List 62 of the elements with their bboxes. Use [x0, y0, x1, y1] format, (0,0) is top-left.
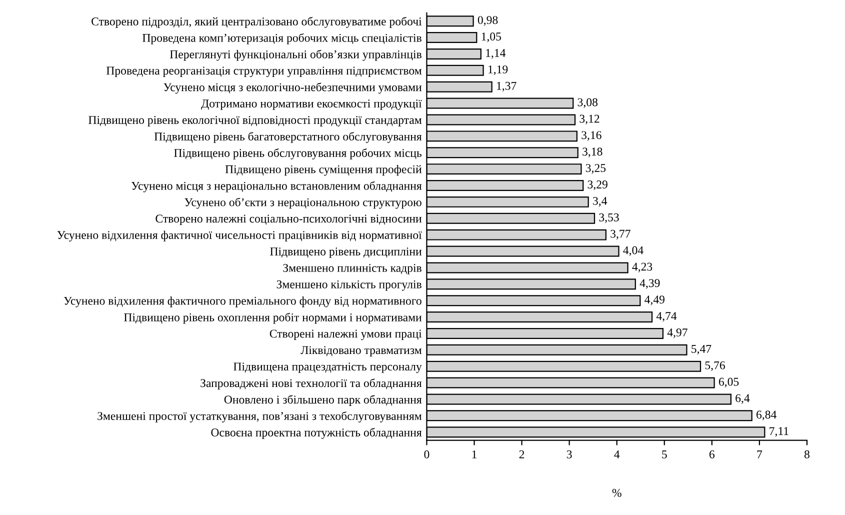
- y-tick-label: Створені належні умови праці: [270, 330, 422, 340]
- data-label: 4,49: [644, 296, 664, 306]
- y-tick-label: Оновлено і збільшено парк обладнання: [224, 395, 422, 406]
- y-tick-label: Створено належні соціально-психологічні відносини: [156, 214, 422, 225]
- data-label: 1,37: [497, 82, 516, 92]
- x-tick-label: 8: [804, 450, 810, 458]
- data-label: 4,39: [640, 279, 660, 289]
- y-tick-label: Підвищено рівень охоплення робіт нормами і нормативами: [124, 312, 422, 324]
- y-tick-label: Підвищено рівень суміщення професій: [225, 164, 422, 176]
- x-tick-label: 0: [424, 450, 430, 458]
- data-label: 4,23: [632, 262, 652, 272]
- data-label: 7,11: [770, 427, 788, 437]
- y-tick-label: Запроваджені нові технології та обладнання: [200, 378, 422, 390]
- y-tick-label: Зменшено кількість прогулів: [276, 280, 422, 291]
- y-tick-label: Підвищено рівень дисципліни: [270, 248, 422, 258]
- data-label: 3,12: [580, 114, 600, 124]
- data-label: 4,04: [623, 246, 644, 256]
- x-tick-label: 6: [709, 450, 715, 458]
- y-tick-label: Усунено відхилення фактичної чисельності працівників від нормативної: [57, 230, 422, 242]
- x-axis-title: %: [612, 488, 622, 497]
- data-label: 3,08: [578, 98, 598, 108]
- x-tick-label: 7: [757, 450, 762, 458]
- x-tick-label: 5: [662, 450, 667, 458]
- data-label: 3,16: [582, 131, 602, 141]
- y-tick-label: Проведена реорганізація структури управління підприємством: [106, 66, 422, 78]
- data-label: 5,47: [692, 344, 712, 355]
- data-label: 3,77: [610, 230, 630, 240]
- y-tick-label: Зменшено плинність кадрів: [283, 264, 422, 274]
- y-tick-label: Проведена комп’ютеризація робочих місць спеціалістів: [142, 33, 422, 44]
- y-tick-label: Дотримано нормативи екоємкості продукції: [201, 100, 422, 110]
- x-tick-label: 4: [614, 450, 620, 458]
- x-tick-label: 2: [519, 450, 524, 458]
- data-label: 1,05: [482, 32, 501, 42]
- data-label: 5,76: [705, 361, 725, 371]
- y-tick-label: Створено підрозділ, який централізовано обслуговуватиме робочі: [92, 16, 422, 28]
- data-label: 3,25: [586, 164, 606, 174]
- data-label: 4,97: [667, 328, 688, 338]
- x-tick-label: 1: [472, 450, 476, 458]
- data-label: 3,4: [593, 196, 608, 207]
- data-label: 0,98: [478, 16, 498, 26]
- data-label: 3,18: [582, 148, 602, 158]
- y-tick-label: Підвищено рівень обслуговування робочих місць: [174, 148, 422, 160]
- y-tick-label: Зменшені простої устаткування, пов’язані з техобслуговуванням: [98, 411, 422, 422]
- y-tick-label: Усунено місця з екологічно-небезпечними умовами: [164, 82, 422, 94]
- y-tick-label: Підвищено рівень екологічної відповідності продукції стандартам: [88, 116, 422, 126]
- data-label: 6,4: [736, 394, 750, 404]
- y-tick-label: Освоєна проектна потужність обладнання: [211, 428, 422, 439]
- data-label: 1,19: [488, 65, 508, 76]
- x-tick-label: 3: [566, 450, 572, 458]
- y-tick-label: Усунено місця з нераціонально встановленим обладнання: [131, 181, 422, 192]
- data-label: 6,05: [718, 378, 739, 388]
- y-tick-label: Переглянуті функціональні обов’язки управлінців: [170, 50, 422, 61]
- y-tick-label: Підвищена працездатність персоналу: [234, 362, 422, 373]
- data-label: 6,84: [756, 410, 776, 420]
- y-tick-label: Ліквідовано травматизм: [300, 346, 422, 357]
- data-label: 3,53: [599, 213, 619, 224]
- y-tick-label: Усунено відхилення фактичного преміального фонду від нормативного: [64, 296, 422, 308]
- data-label: 4,74: [656, 312, 677, 322]
- data-label: 1,14: [486, 49, 506, 59]
- y-tick-label: Усунено об’єкти з нераціональною структурою: [184, 198, 422, 209]
- y-tick-label: Підвищено рівень багатоверстатного обслуговування: [154, 132, 422, 143]
- data-label: 3,29: [588, 180, 608, 190]
